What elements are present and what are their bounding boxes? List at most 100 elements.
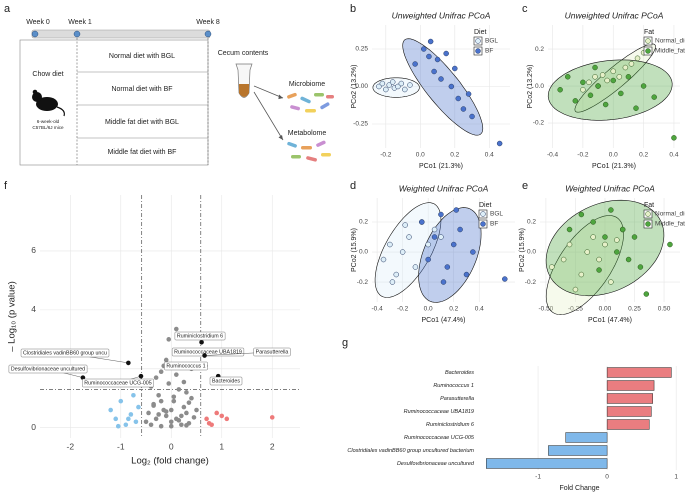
point: [502, 276, 508, 282]
point: [398, 80, 405, 87]
point: [566, 226, 573, 233]
annotation-box: [20, 348, 110, 358]
point: [386, 82, 392, 88]
point: [181, 404, 187, 410]
legend-label: Normal_diet: [655, 211, 685, 218]
point: [184, 390, 189, 395]
annotation-label: Ruminococcus 1: [166, 363, 205, 369]
point: [412, 61, 418, 67]
point: [448, 83, 455, 90]
panel-label: f: [4, 180, 8, 192]
annotation-box: [253, 347, 291, 357]
point: [399, 249, 406, 255]
sample-label: Cecum contents: [218, 50, 269, 57]
confidence-ellipse: [545, 199, 665, 297]
arrow-head: [278, 94, 283, 100]
bar: [606, 393, 653, 404]
point: [578, 211, 585, 218]
point: [590, 234, 596, 240]
point: [389, 79, 396, 85]
annotation-box: [209, 376, 243, 386]
point: [113, 416, 119, 422]
x-tick-label: -0.25: [568, 306, 583, 313]
point: [602, 234, 608, 240]
point: [179, 422, 184, 428]
x-tick-label: -2: [67, 441, 75, 451]
point: [118, 398, 124, 404]
point: [619, 226, 626, 233]
legend-marker: [480, 221, 486, 227]
point: [608, 207, 614, 213]
legend-marker: [645, 211, 651, 217]
point: [156, 412, 161, 417]
y-axis-label: PCo2 (13.2%): [527, 65, 534, 109]
chart-title: Unweighted Unifrac PCoA: [392, 10, 491, 20]
x-tick-label: -0.2: [397, 306, 409, 313]
y-tick-label: -0.2: [357, 279, 369, 286]
point: [191, 415, 197, 420]
chart-title: Weighted Unifrac PCoA: [399, 183, 489, 193]
point: [572, 286, 579, 293]
point: [618, 90, 624, 97]
y-tick-label: 0.0: [527, 249, 536, 256]
legend-title: Fat: [644, 29, 654, 36]
legend-marker: [645, 221, 651, 227]
x-tick-label: 1: [674, 474, 678, 481]
point: [168, 423, 174, 429]
group-label: Middle fat diet with BF: [108, 149, 177, 156]
y-axis-label: – Log₁₀ (p value): [7, 281, 18, 352]
point: [419, 219, 425, 225]
point: [171, 398, 177, 404]
group-label: Normal diet with BF: [111, 86, 172, 93]
baseline-label: Chow diet: [32, 71, 63, 78]
point: [126, 416, 131, 422]
highlight-point: [202, 353, 207, 358]
point: [608, 279, 614, 285]
bar: [606, 419, 650, 430]
y-tick-label: 0.25: [355, 46, 368, 53]
point: [614, 249, 620, 255]
point: [465, 91, 472, 97]
point: [148, 422, 154, 428]
point: [383, 86, 389, 93]
point: [143, 419, 149, 425]
point: [602, 101, 609, 108]
point: [412, 264, 419, 270]
output-label: Microbiome: [289, 81, 325, 88]
point: [633, 105, 639, 111]
week-label: Week 0: [26, 19, 50, 26]
x-tick-label: 2: [270, 441, 275, 451]
x-axis-label: PCo1 (47.4%): [588, 317, 632, 324]
point: [376, 83, 382, 90]
point: [457, 226, 463, 233]
x-tick-label: 0: [169, 441, 174, 451]
point: [407, 82, 413, 88]
point: [566, 241, 573, 248]
tube-icon: [235, 63, 253, 98]
point: [622, 64, 629, 71]
point: [549, 264, 555, 270]
point: [610, 77, 616, 84]
point: [578, 271, 585, 278]
confidence-ellipse: [547, 59, 673, 121]
legend-label: BF: [485, 48, 493, 55]
annotation-label: Ruminococcaceae UBA1819: [174, 349, 242, 355]
confidence-ellipse: [545, 215, 624, 316]
point: [189, 395, 194, 401]
point: [470, 249, 476, 255]
point: [496, 140, 503, 147]
point: [564, 74, 571, 80]
legend-marker: [645, 48, 651, 54]
point: [450, 241, 457, 248]
annotation-box: [171, 347, 245, 357]
point: [440, 279, 447, 285]
x-tick-label: -0.4: [547, 152, 559, 159]
timeline-bar: [31, 29, 211, 39]
point: [604, 77, 610, 84]
point: [572, 98, 579, 104]
point: [444, 264, 451, 270]
legend-title: Diet: [474, 29, 487, 36]
point: [628, 61, 635, 67]
point: [592, 64, 598, 71]
